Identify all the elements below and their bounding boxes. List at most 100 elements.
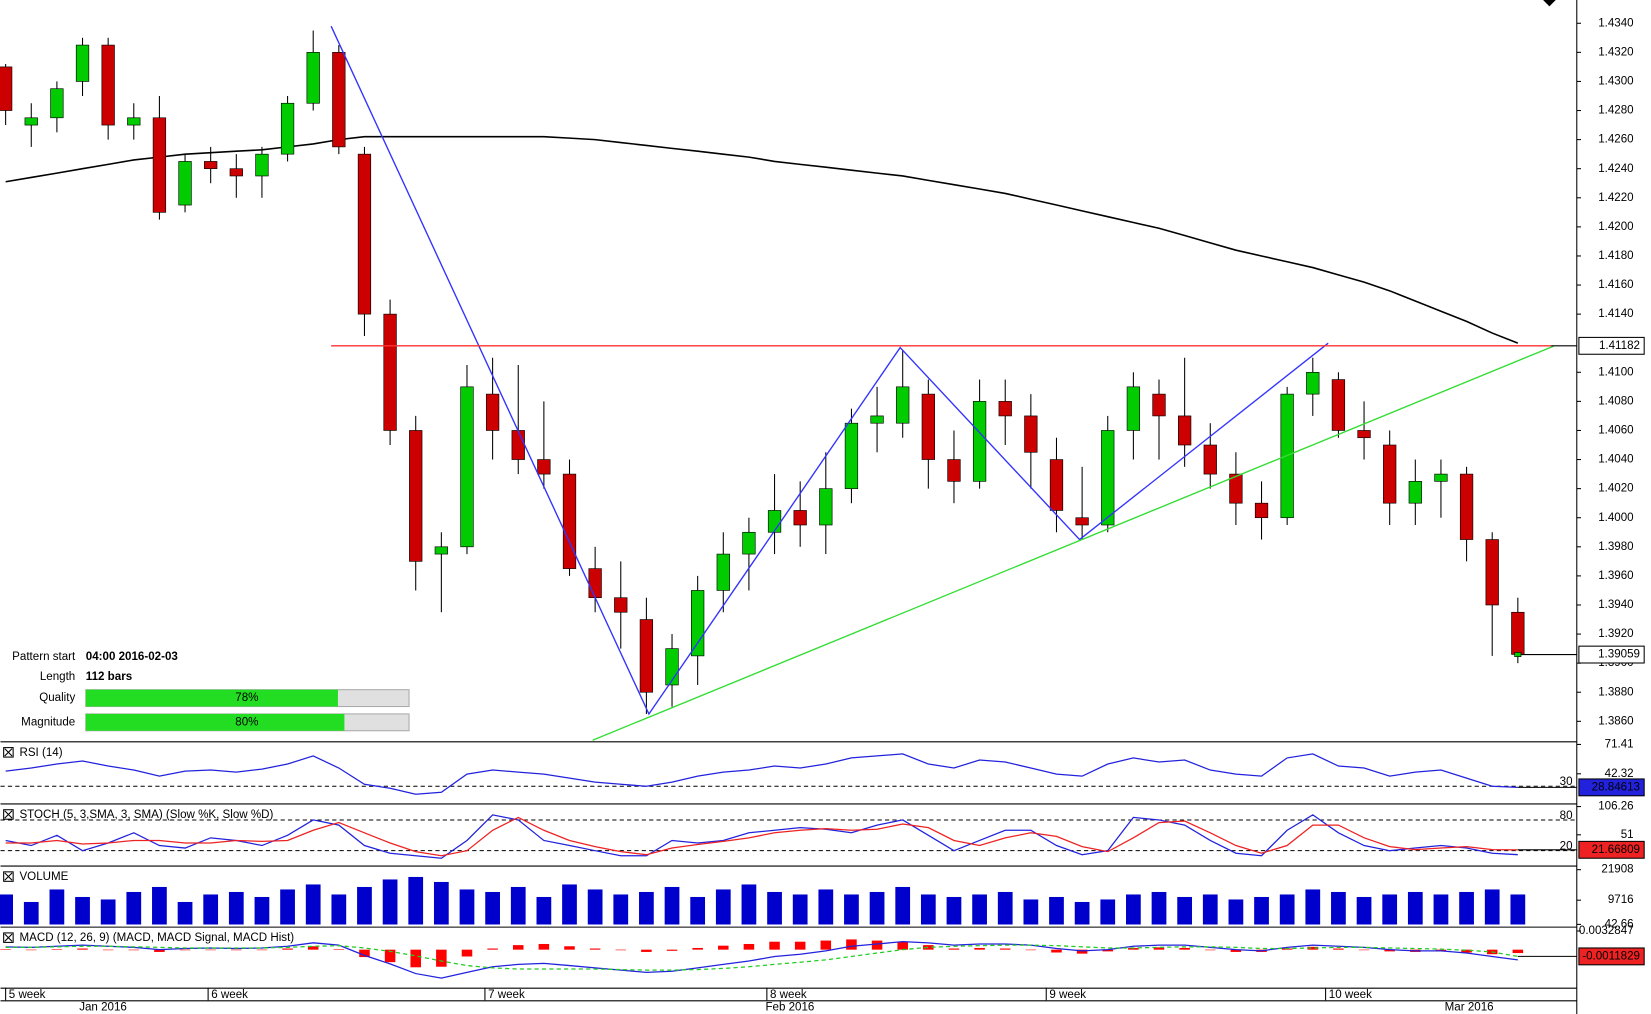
candle-body [229, 168, 243, 177]
volume-bar [844, 894, 859, 925]
candle-body [24, 117, 38, 126]
volume-bar [254, 896, 270, 925]
histogram-bar [666, 949, 678, 951]
menu-arrow[interactable] [1543, 0, 1556, 7]
histogram-bar [1205, 949, 1216, 951]
candle-body [1306, 371, 1320, 395]
meter-fill [85, 713, 345, 731]
candle-body [0, 66, 13, 111]
histogram-bar [794, 941, 806, 950]
histogram-bar [128, 949, 140, 951]
info-label: Magnitude [21, 716, 75, 728]
y-tick-label: 9716 [1608, 894, 1634, 906]
volume-bar [280, 889, 295, 925]
meter-label: 80% [235, 716, 258, 728]
volume-bar [562, 884, 577, 925]
candle-body [972, 401, 987, 482]
y-tick-label: 1.4040 [1598, 454, 1633, 466]
y-tick-label: 1.4100 [1598, 366, 1633, 378]
histogram-bar [461, 949, 473, 957]
candle-body [562, 473, 577, 569]
histogram-bar [1076, 949, 1088, 954]
volume-bar [1331, 891, 1346, 925]
month-label: Jan 2016 [79, 1002, 127, 1014]
volume-bar [357, 886, 372, 925]
indicator-line [5, 753, 1518, 795]
histogram-bar [231, 949, 242, 951]
x-tick-label: 6 week [211, 989, 248, 1001]
histogram-bar [846, 939, 857, 950]
candle-body [1383, 444, 1397, 504]
volume-bar [1356, 896, 1372, 925]
candle-body [50, 88, 64, 119]
x-tick-label: 9 week [1049, 989, 1086, 1001]
candle-body [204, 161, 218, 170]
candle-body [998, 401, 1012, 417]
last-value-label-box [1578, 778, 1645, 797]
candle-body [1229, 473, 1243, 504]
volume-bar [177, 901, 193, 925]
candle-body [537, 459, 551, 475]
volume-bar [75, 896, 90, 925]
y-tick-label: 1.4240 [1598, 163, 1633, 175]
candle-body [152, 117, 167, 213]
y-tick-label: 0.0032847 [1579, 925, 1634, 937]
volume-bar [408, 876, 424, 925]
candle-body [460, 386, 474, 548]
candle-body [793, 510, 807, 526]
candle-body [511, 430, 525, 460]
histogram-bar [179, 949, 191, 951]
histogram-bar [923, 945, 934, 950]
histogram-bar [1153, 947, 1165, 950]
indicator-line [5, 944, 1518, 971]
candle-body [1408, 481, 1422, 504]
candle-body [1101, 430, 1115, 526]
y-tick-label: 1.3920 [1598, 628, 1633, 640]
level-label: 30 [1560, 776, 1573, 788]
histogram-bar [538, 943, 550, 950]
histogram-bar [1461, 949, 1472, 953]
last-price-label: 1.39059 [1598, 649, 1640, 661]
histogram-bar [641, 949, 652, 952]
volume-bar [1023, 899, 1039, 925]
volume-bar [331, 894, 347, 925]
y-tick-label: 1.4140 [1598, 308, 1633, 320]
candle-body [306, 52, 320, 104]
candle-body [1357, 430, 1371, 439]
candle-body [1434, 473, 1448, 482]
month-label: Feb 2016 [765, 1002, 814, 1014]
candle-body [1511, 611, 1525, 655]
last-price-label-box [1578, 645, 1645, 664]
volume-bar [1407, 891, 1423, 925]
last-value-label: -0.0011829 [1582, 950, 1640, 962]
histogram-bar [384, 949, 396, 963]
candle-body [1152, 393, 1166, 417]
candle-body [332, 52, 346, 148]
y-tick-label: 1.4160 [1598, 279, 1633, 291]
candle-body [485, 393, 500, 431]
candle-body [1126, 386, 1141, 431]
volume-bar [1202, 894, 1218, 925]
y-tick-label: 71.41 [1605, 739, 1634, 751]
y-tick-label: 1.4200 [1598, 221, 1633, 233]
volume-bar [510, 886, 526, 925]
volume-bar [1510, 894, 1526, 925]
y-tick-label: 42.32 [1605, 768, 1634, 780]
y-tick-label: 1.3960 [1598, 570, 1633, 582]
candle-body [1459, 473, 1474, 540]
histogram-bar [999, 948, 1011, 950]
x-tick-label: 8 week [770, 989, 807, 1001]
info-label: Length [40, 671, 75, 683]
volume-bar [433, 881, 449, 925]
histogram-bar [897, 941, 908, 950]
histogram-bar [359, 949, 370, 958]
histogram-bar [1333, 948, 1344, 950]
histogram-bar [871, 940, 883, 950]
y-tick-label: 21908 [1601, 864, 1633, 876]
panel-title: MACD (12, 26, 9) (MACD, MACD Signal, MAC… [19, 932, 294, 944]
candle-body [75, 44, 90, 82]
candle-body [870, 415, 884, 424]
volume-bar [664, 886, 680, 925]
histogram-bar [307, 946, 319, 950]
